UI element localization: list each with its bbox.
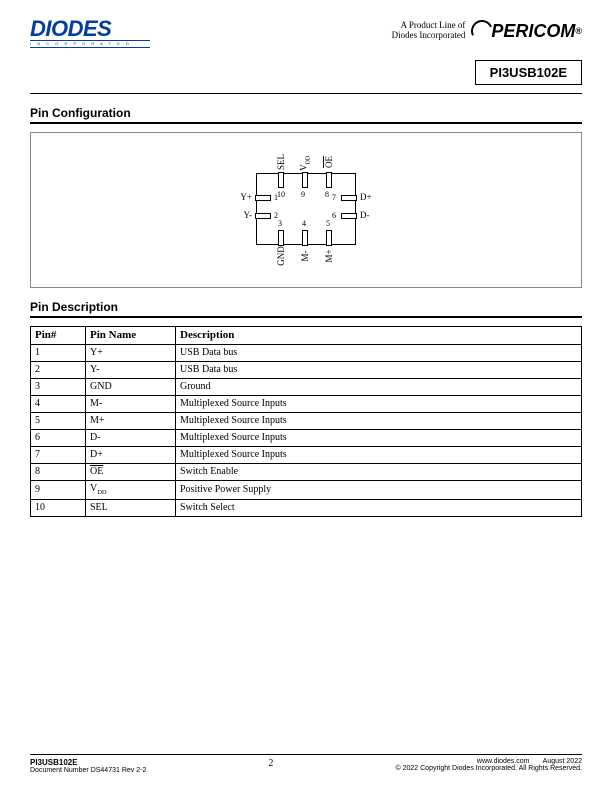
pin-label: SEL <box>276 150 286 174</box>
cell-pin-name: VDD <box>86 480 176 499</box>
cell-pin-desc: Switch Enable <box>176 463 582 480</box>
footer-page-num: 2 <box>268 758 273 769</box>
cell-pin-desc: Multiplexed Source Inputs <box>176 412 582 429</box>
th-pin-name: Pin Name <box>86 326 176 344</box>
cell-pin-num: 5 <box>31 412 86 429</box>
pin-label: Y- <box>244 210 253 220</box>
table-row: 7D+Multiplexed Source Inputs <box>31 446 582 463</box>
cell-pin-name: D+ <box>86 446 176 463</box>
cell-pin-num: 7 <box>31 446 86 463</box>
diodes-logo: DIODES I N C O R P O R A T E D <box>30 20 150 48</box>
pin-number: 3 <box>278 219 282 228</box>
pin-configuration-diagram: 1Y+2Y-7D+6D-10SEL9VDD8OE3GND4M-5M+ <box>30 132 582 288</box>
pin-pad <box>255 213 271 219</box>
part-number-box: PI3USB102E <box>475 60 582 85</box>
pin-number: 8 <box>325 190 329 199</box>
cell-pin-desc: Switch Select <box>176 499 582 516</box>
pin-number: 6 <box>332 211 336 220</box>
cell-pin-desc: USB Data bus <box>176 361 582 378</box>
page-footer: PI3USB102E Document Number DS44731 Rev 2… <box>30 754 582 774</box>
cell-pin-name: Y+ <box>86 344 176 361</box>
pin-number: 4 <box>302 219 306 228</box>
pin-label: GND <box>276 244 286 268</box>
pin-label: Y+ <box>240 192 252 202</box>
cell-pin-desc: Ground <box>176 378 582 395</box>
pin-pad <box>341 195 357 201</box>
table-row: 4M-Multiplexed Source Inputs <box>31 395 582 412</box>
footer-right: www.diodes.com August 2022 © 2022 Copyri… <box>396 758 582 772</box>
pin-pad <box>278 172 284 188</box>
cell-pin-name: Y- <box>86 361 176 378</box>
pin-label: M+ <box>324 244 334 268</box>
section-title-pin-desc: Pin Description <box>30 300 582 314</box>
footer-part: PI3USB102E <box>30 758 146 767</box>
cell-pin-desc: USB Data bus <box>176 344 582 361</box>
cell-pin-num: 1 <box>31 344 86 361</box>
pin-label: D+ <box>360 192 372 202</box>
pin-label: OE <box>324 150 334 174</box>
header-right: A Product Line of Diodes Incorporated PE… <box>392 20 582 42</box>
product-line-text: A Product Line of Diodes Incorporated <box>392 21 466 41</box>
table-row: 8OESwitch Enable <box>31 463 582 480</box>
footer-date: August 2022 <box>543 758 582 765</box>
pin-number: 9 <box>301 190 305 199</box>
section-rule-1 <box>30 122 582 124</box>
pin-number: 7 <box>332 193 336 202</box>
table-header-row: Pin# Pin Name Description <box>31 326 582 344</box>
cell-pin-num: 2 <box>31 361 86 378</box>
pin-description-table: Pin# Pin Name Description 1Y+USB Data bu… <box>30 326 582 517</box>
section-title-pin-config: Pin Configuration <box>30 106 582 120</box>
footer-site: www.diodes.com <box>477 758 530 765</box>
th-pin-num: Pin# <box>31 326 86 344</box>
page-header: DIODES I N C O R P O R A T E D A Product… <box>30 20 582 48</box>
pin-pad <box>326 172 332 188</box>
footer-copyright: © 2022 Copyright Diodes Incorporated. Al… <box>396 765 582 772</box>
pericom-text: PERICOM <box>491 21 575 42</box>
product-line-2: Diodes Incorporated <box>392 31 466 41</box>
cell-pin-num: 9 <box>31 480 86 499</box>
cell-pin-num: 3 <box>31 378 86 395</box>
cell-pin-num: 10 <box>31 499 86 516</box>
diodes-logo-text: DIODES <box>30 20 150 39</box>
cell-pin-name: M+ <box>86 412 176 429</box>
table-row: 3GNDGround <box>31 378 582 395</box>
pin-number: 5 <box>326 219 330 228</box>
cell-pin-desc: Multiplexed Source Inputs <box>176 446 582 463</box>
table-row: 5M+Multiplexed Source Inputs <box>31 412 582 429</box>
cell-pin-name: GND <box>86 378 176 395</box>
table-row: 1Y+USB Data bus <box>31 344 582 361</box>
pin-label: VDD <box>299 151 312 175</box>
cell-pin-desc: Multiplexed Source Inputs <box>176 395 582 412</box>
cell-pin-name: M- <box>86 395 176 412</box>
cell-pin-name: D- <box>86 429 176 446</box>
th-pin-desc: Description <box>176 326 582 344</box>
pericom-logo: PERICOM® <box>471 20 582 42</box>
table-row: 6D-Multiplexed Source Inputs <box>31 429 582 446</box>
cell-pin-num: 8 <box>31 463 86 480</box>
table-row: 2Y-USB Data bus <box>31 361 582 378</box>
cell-pin-name: SEL <box>86 499 176 516</box>
pin-label: D- <box>360 210 370 220</box>
footer-left: PI3USB102E Document Number DS44731 Rev 2… <box>30 758 146 774</box>
pin-pad <box>341 213 357 219</box>
cell-pin-num: 4 <box>31 395 86 412</box>
pin-label: M- <box>300 244 310 268</box>
footer-doc: Document Number DS44731 Rev 2-2 <box>30 767 146 774</box>
pin-number: 10 <box>277 190 285 199</box>
cell-pin-desc: Positive Power Supply <box>176 480 582 499</box>
header-rule <box>30 93 582 94</box>
cell-pin-num: 6 <box>31 429 86 446</box>
cell-pin-desc: Multiplexed Source Inputs <box>176 429 582 446</box>
diodes-logo-sub: I N C O R P O R A T E D <box>30 40 150 48</box>
pin-pad <box>255 195 271 201</box>
pericom-reg: ® <box>575 26 582 36</box>
table-row: 10SELSwitch Select <box>31 499 582 516</box>
section-rule-2 <box>30 316 582 318</box>
table-row: 9VDDPositive Power Supply <box>31 480 582 499</box>
cell-pin-name: OE <box>86 463 176 480</box>
